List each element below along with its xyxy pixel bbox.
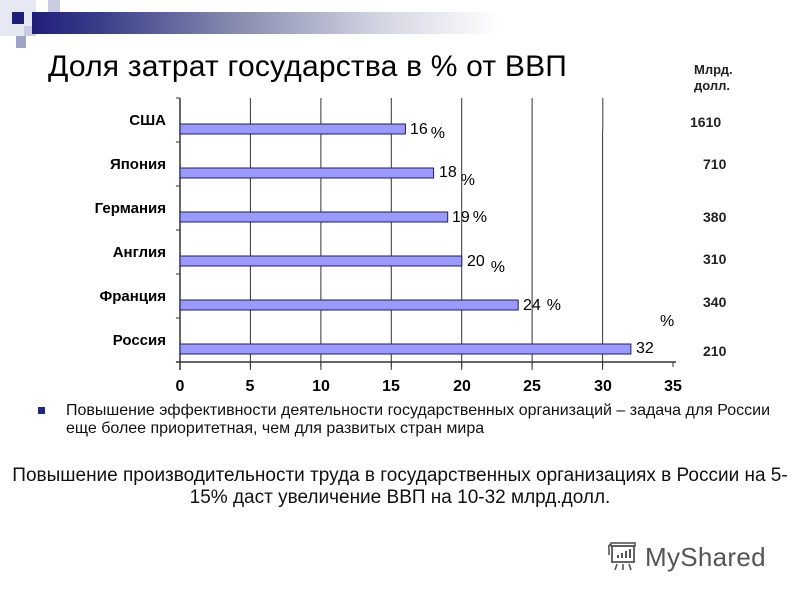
x-tick-5: 5 [245,378,255,395]
units-label: Млрд. долл. [694,62,733,94]
x-tick-15: 15 [382,378,400,395]
gdp-value-france: 340 [703,294,727,310]
gdp-value-england: 310 [703,251,727,267]
value-label-usa: 16% [410,121,446,142]
category-label-germany: Германия [94,200,166,217]
value-label-japan: 18% [439,164,476,189]
watermark-text: MyShared [645,542,766,572]
header-gradient-band [32,12,500,34]
bar-japan [179,167,435,179]
value-label-russia-pct: % [660,313,675,330]
grid-lines [249,98,604,370]
category-label-france: Франция [99,288,166,305]
gdp-value-germany: 380 [703,209,727,225]
value-label-russia: 32 [636,340,654,357]
gdp-value-russia: 210 [703,343,727,359]
x-tick-35: 35 [664,378,682,395]
value-label-england: 20% [467,253,506,276]
conclusion-text: Повышение производительности труда в гос… [12,465,788,508]
header-square-mid [24,26,36,36]
bar-russia [179,343,632,355]
value-label-france: 24% [523,297,562,314]
page-title: Доля затрат государства в % от ВВП [48,50,568,83]
header-square-top [48,0,60,12]
units-line-1: Млрд. [694,62,733,77]
x-tick-0: 0 [175,378,185,395]
category-label-russia: Россия [112,332,166,349]
category-label-japan: Япония [109,156,166,173]
watermark-logo: MyShared [607,538,766,577]
bullet-icon [38,407,45,414]
bar-usa [179,123,406,135]
gdp-value-usa: 1610 [690,114,722,130]
header-square-dark [12,12,24,24]
x-tick-10: 10 [312,378,330,395]
x-tick-20: 20 [453,378,471,395]
bar-england [179,255,463,267]
gdp-value-japan: 710 [703,156,727,172]
x-tick-30: 30 [594,378,612,395]
category-label-england: Англия [112,244,166,261]
units-line-2: долл. [694,78,730,93]
category-label-usa: США [129,112,166,129]
bar-germany [179,211,449,223]
value-label-germany: 19% [452,209,488,226]
bullet-text: Повышение эффективности деятельности гос… [66,402,771,437]
bar-france [179,299,519,311]
presentation-board-icon [607,538,639,577]
x-tick-25: 25 [523,378,541,395]
chart-svg [176,97,676,370]
bar-chart: США Япония Германия Англия Франция Росси… [94,97,727,395]
header-square-mid2 [16,36,26,48]
